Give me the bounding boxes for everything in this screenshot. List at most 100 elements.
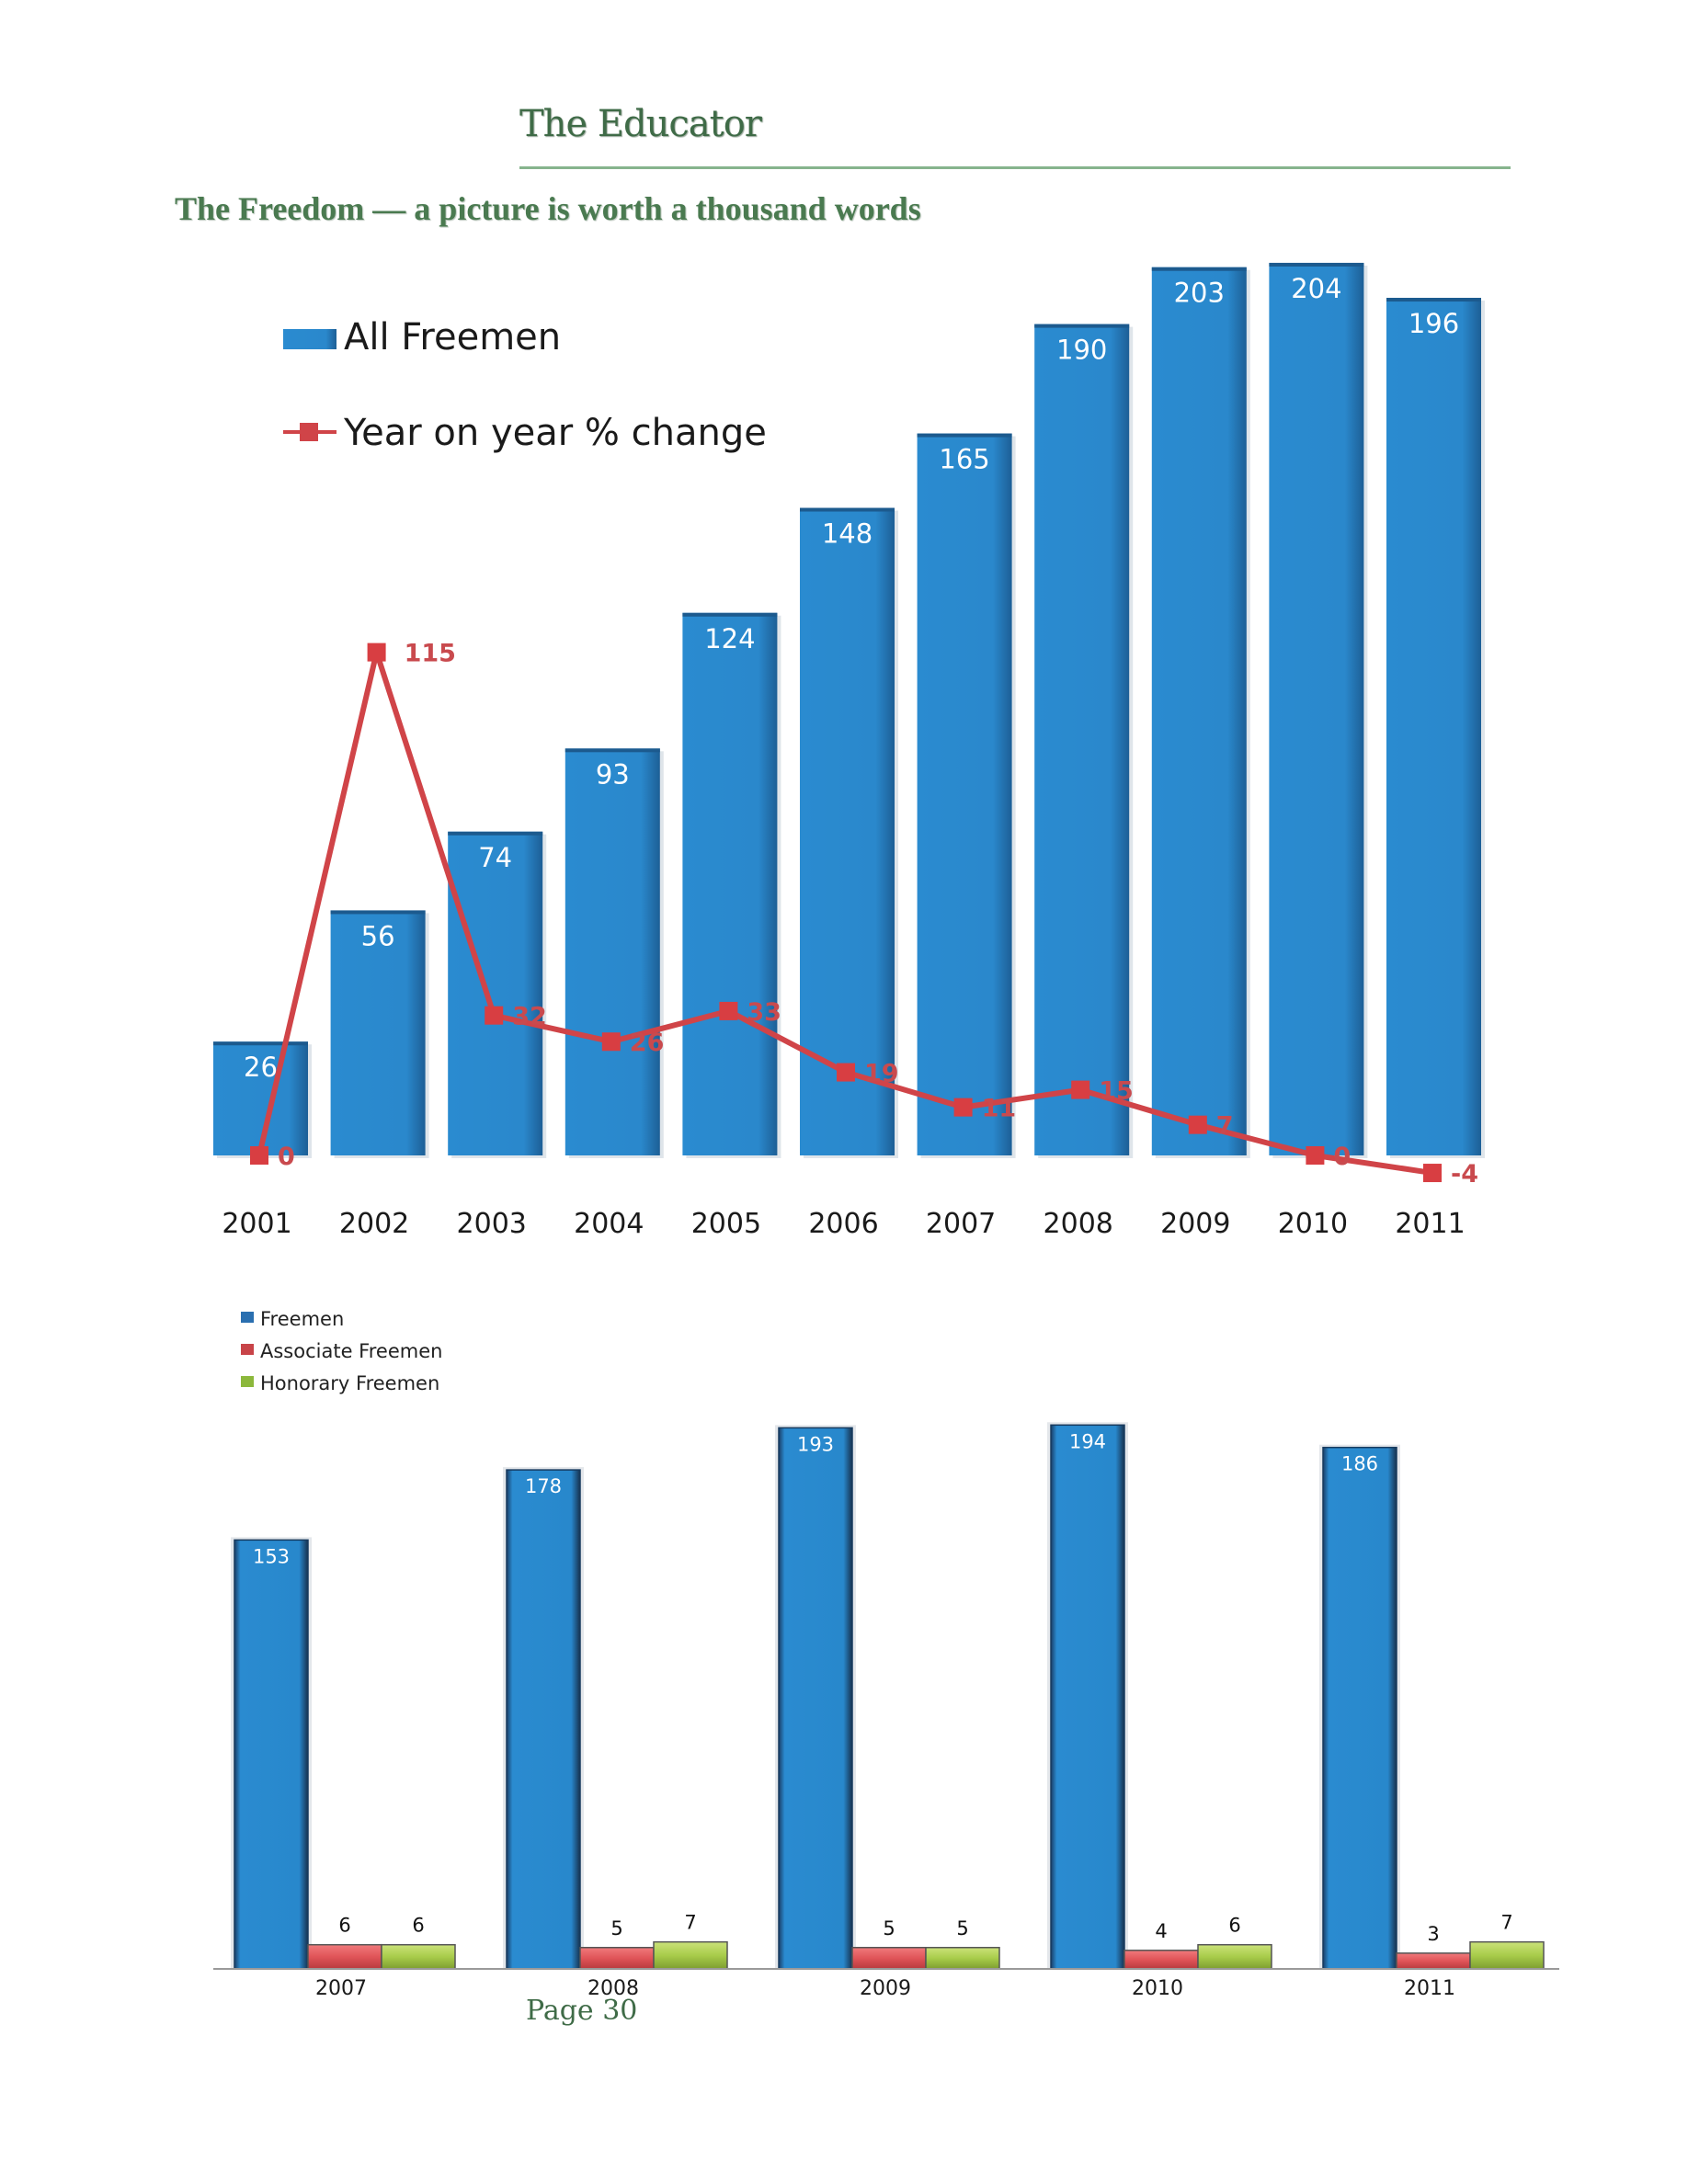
bar-value-label: 148 [822, 518, 873, 550]
bar-value-label: 124 [704, 623, 755, 654]
line-marker [601, 1032, 621, 1052]
bar-all-freemen [448, 831, 543, 1155]
line-value-label: 0 [1333, 1143, 1351, 1171]
line-value-label: 11 [982, 1095, 1017, 1123]
x-tick-label: 2003 [457, 1208, 527, 1240]
legend-swatch-all-freemen [283, 329, 336, 349]
x-tick-label: 2004 [574, 1208, 644, 1240]
legend-swatch-freemen [241, 1312, 254, 1323]
small-bar-value-label: 7 [684, 1912, 696, 1934]
small-bar-value-label: 5 [883, 1917, 895, 1939]
bar-freemen [234, 1539, 309, 1970]
bar-value-label: 204 [1291, 273, 1341, 304]
bar-value-label: 165 [939, 444, 989, 475]
small-bar-value-label: 6 [1228, 1915, 1240, 1937]
header-rule [519, 166, 1511, 169]
bar-top-edge [917, 433, 1012, 438]
bar-top-edge [682, 612, 778, 617]
bar-all-freemen [565, 748, 660, 1155]
x-tick-label: 2011 [1395, 1208, 1465, 1240]
chart-all-freemen: All Freemen Year on year % change 26 56 74… [213, 262, 1485, 1240]
bar-top-edge [565, 748, 660, 753]
line-marker [1071, 1080, 1090, 1099]
bar-all-freemen [1386, 298, 1481, 1155]
bar-all-freemen [1034, 324, 1130, 1156]
line-value-label: 115 [405, 640, 456, 668]
small-bar-value-label: 5 [610, 1917, 622, 1939]
small-bar-value-label: 3 [1427, 1923, 1439, 1945]
legend-label-honorary: Honorary Freemen [260, 1372, 439, 1394]
bar-value-label: 190 [1056, 335, 1107, 366]
line-marker [837, 1063, 855, 1082]
line-marker [1188, 1115, 1207, 1134]
publication-title: The Educator [519, 103, 762, 145]
bar-associate-freemen [1396, 1952, 1471, 1970]
page-number: Page 30 [526, 1995, 638, 2027]
line-value-label: 0 [278, 1143, 295, 1171]
bar-top-edge [1034, 324, 1130, 328]
line-marker [485, 1006, 504, 1025]
x-tick-label: 2009 [1160, 1208, 1230, 1240]
line-value-label: 32 [512, 1003, 547, 1031]
bar-all-freemen [917, 433, 1012, 1156]
x-tick-label: 2008 [1044, 1208, 1113, 1240]
bar-value-label: 153 [253, 1545, 290, 1567]
legend-marker-swatch [300, 423, 318, 441]
bar-freemen [506, 1469, 581, 1970]
bar-honorary-freemen [925, 1947, 1000, 1970]
bar-all-freemen [1269, 262, 1364, 1156]
bar-top-edge [1386, 298, 1481, 302]
bar-value-label: 193 [797, 1433, 834, 1455]
bar-all-freemen [682, 612, 778, 1155]
line-value-label: -4 [1451, 1160, 1478, 1189]
small-bar-value-label: 5 [956, 1917, 968, 1939]
small-bar-value-label: 6 [338, 1915, 350, 1937]
line-marker [1423, 1164, 1442, 1183]
bar-all-freemen [213, 1041, 308, 1155]
line-value-label: 15 [1099, 1077, 1134, 1106]
bar-honorary-freemen [381, 1943, 456, 1970]
line-value-label: 7 [1216, 1112, 1234, 1141]
bar-all-freemen [330, 910, 426, 1155]
line-value-label: 26 [630, 1029, 665, 1057]
line-marker [953, 1098, 973, 1117]
legend-swatch-honorary [241, 1376, 254, 1387]
x-tick-label: 2010 [1132, 1977, 1183, 2000]
bar-all-freemen [800, 507, 895, 1155]
bar-value-label: 26 [244, 1052, 278, 1083]
x-tick-label: 2007 [315, 1977, 367, 2000]
bar-top-edge [213, 1041, 308, 1046]
bar-associate-freemen [851, 1947, 927, 1970]
bar-top-edge [448, 831, 543, 836]
bar-value-label: 56 [361, 920, 395, 951]
bar-value-label: 194 [1069, 1430, 1106, 1452]
line-value-label: 19 [864, 1060, 899, 1088]
legend-swatch-associate [241, 1344, 254, 1355]
bar-top-edge [800, 507, 895, 512]
legend-label-yoy-change: Year on year % change [343, 412, 767, 454]
small-bar-value-label: 6 [412, 1915, 424, 1937]
x-tick-label: 2001 [222, 1208, 291, 1240]
bar-value-label: 186 [1341, 1453, 1378, 1475]
bar-honorary-freemen [1197, 1943, 1272, 1970]
bar-associate-freemen [307, 1943, 382, 1970]
bar-top-edge [1269, 262, 1364, 267]
legend-label-freemen: Freemen [260, 1308, 344, 1330]
x-tick-label: 2010 [1278, 1208, 1348, 1240]
legend-label-associate: Associate Freemen [260, 1340, 442, 1362]
bar-freemen [1322, 1446, 1397, 1970]
bar-all-freemen [1151, 267, 1247, 1156]
line-value-label: 33 [747, 998, 781, 1027]
line-marker [1306, 1146, 1325, 1165]
x-tick-label: 2002 [339, 1208, 409, 1240]
line-marker [250, 1146, 268, 1165]
bar-value-label: 93 [596, 758, 630, 790]
x-tick-label: 2005 [691, 1208, 761, 1240]
line-marker [367, 643, 386, 662]
article-title: The Freedom — a picture is worth a thous… [175, 190, 921, 227]
bar-honorary-freemen [1469, 1940, 1545, 1970]
x-tick-label: 2007 [926, 1208, 996, 1240]
small-bar-value-label: 4 [1155, 1920, 1167, 1942]
bar-value-label: 74 [478, 842, 512, 873]
